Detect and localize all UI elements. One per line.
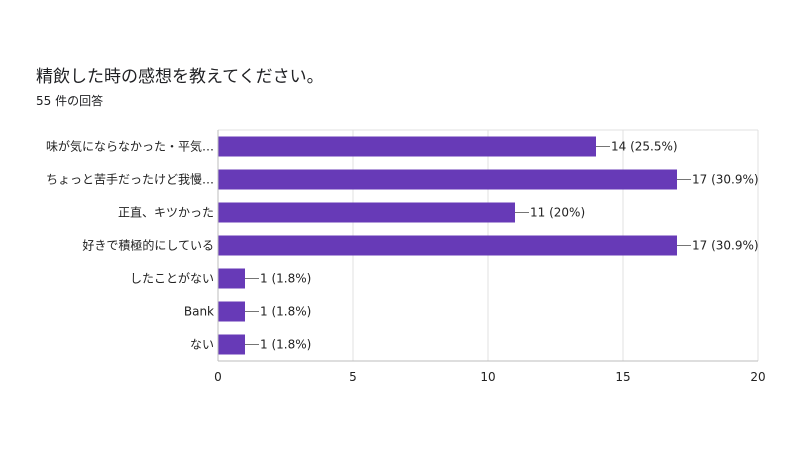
x-tick-label: 15 bbox=[615, 370, 630, 384]
data-label: 17 (30.9%) bbox=[692, 239, 759, 253]
bar bbox=[218, 136, 596, 157]
data-label: 1 (1.8%) bbox=[260, 338, 311, 352]
data-label: 1 (1.8%) bbox=[260, 272, 311, 286]
category-label: したことがない bbox=[130, 271, 214, 286]
x-tick-label: 20 bbox=[750, 370, 765, 384]
labels: 0 5 10 15 20 味が気にならなかった・平気… 14 (25.5%) ちょっと苦手だっ… bbox=[46, 139, 766, 385]
bar bbox=[218, 268, 245, 289]
bars bbox=[218, 136, 677, 355]
chart-title: 精飲した時の感想を教えてください。 bbox=[36, 67, 324, 87]
category-label: 正直、キツかった bbox=[118, 206, 214, 220]
response-count: 55 件の回答 bbox=[36, 94, 104, 108]
x-tick-label: 10 bbox=[480, 370, 495, 384]
bar bbox=[218, 169, 677, 190]
data-label: 1 (1.8%) bbox=[260, 305, 311, 319]
data-label: 11 (20%) bbox=[530, 206, 585, 220]
data-label: 14 (25.5%) bbox=[611, 140, 678, 154]
category-label: 味が気にならなかった・平気… bbox=[46, 139, 214, 154]
bar bbox=[218, 301, 245, 322]
bar bbox=[218, 334, 245, 355]
category-label: Bank bbox=[184, 305, 214, 319]
x-tick-label: 0 bbox=[214, 370, 222, 384]
category-label: ちょっと苦手だったけど我慢… bbox=[46, 173, 214, 187]
category-label: 好きで積極的にしている bbox=[82, 238, 214, 253]
axes bbox=[217, 130, 758, 362]
x-tick-label: 5 bbox=[349, 370, 357, 384]
bar bbox=[218, 235, 677, 256]
category-label: ない bbox=[190, 338, 214, 352]
bar bbox=[218, 202, 515, 223]
data-label: 17 (30.9%) bbox=[692, 173, 759, 187]
